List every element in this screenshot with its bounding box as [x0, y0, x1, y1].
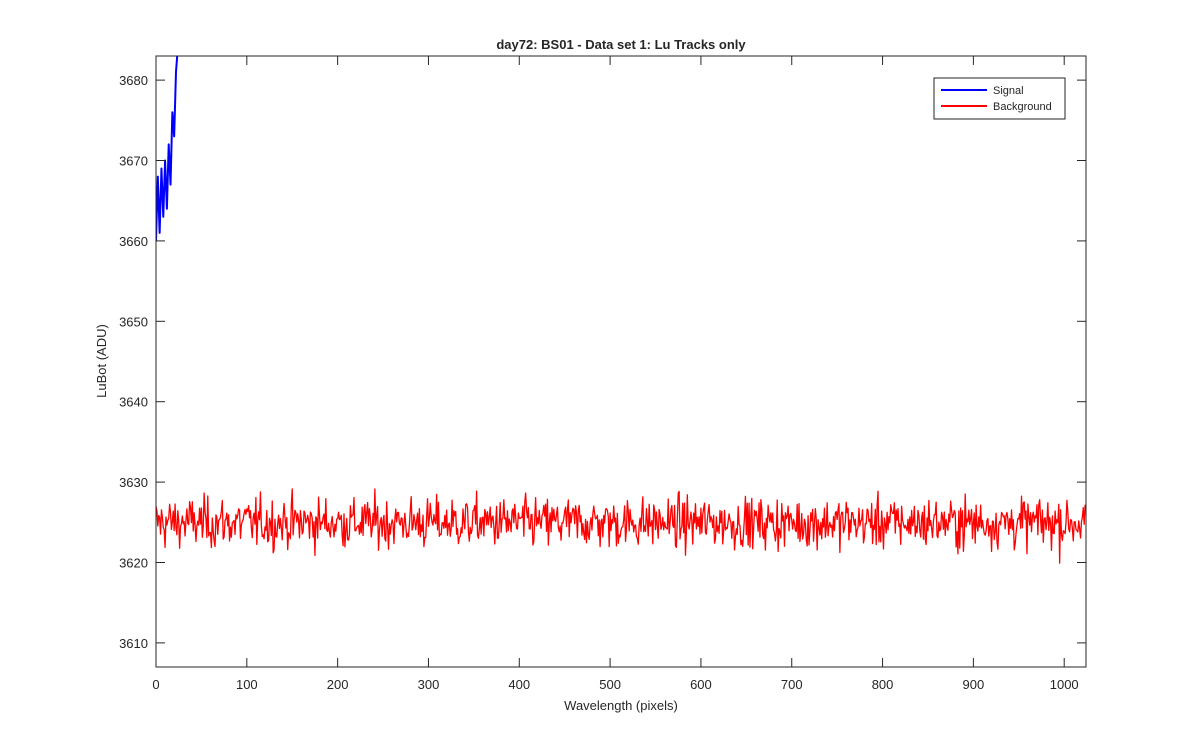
y-tick-label: 3610 — [119, 636, 148, 651]
x-tick-label: 100 — [236, 677, 258, 692]
x-tick-label: 900 — [963, 677, 985, 692]
x-tick-label: 0 — [152, 677, 159, 692]
legend-box — [933, 77, 1066, 120]
series-layer — [156, 56, 1086, 564]
legend-signal-label: Signal — [993, 85, 1024, 97]
y-tick-label: 3660 — [119, 234, 148, 249]
x-tick-label: 700 — [781, 677, 803, 692]
y-tick-label: 3670 — [119, 154, 148, 169]
legend-background-label: Background — [993, 101, 1052, 113]
x-tick-label: 500 — [599, 677, 621, 692]
x-tick-label: 800 — [872, 677, 894, 692]
x-tick-label: 1000 — [1050, 677, 1079, 692]
y-tick-label: 3620 — [119, 555, 148, 570]
legend: Signal Background — [933, 77, 1066, 120]
chart-title: day72: BS01 - Data set 1: Lu Tracks only — [496, 37, 746, 52]
x-tick-label: 300 — [418, 677, 440, 692]
y-tick-label: 3630 — [119, 475, 148, 490]
x-tick-label: 400 — [508, 677, 530, 692]
y-tick-label: 3680 — [119, 73, 148, 88]
series-background-line — [156, 488, 1086, 564]
y-tick-label: 3650 — [119, 314, 148, 329]
x-tick-label: 600 — [690, 677, 712, 692]
series-signal-line — [156, 56, 179, 241]
x-tick-label: 200 — [327, 677, 349, 692]
axes-frame — [155, 55, 1087, 668]
plot-area — [156, 56, 1086, 667]
tick-labels: 0 100 200 300 400 500 600 700 800 900 1000 3610 3620… — [119, 73, 1079, 692]
x-axis-label: Wavelength (pixels) — [564, 698, 678, 713]
y-axis-label: LuBot (ADU) — [94, 324, 109, 398]
y-tick-label: 3640 — [119, 395, 148, 410]
